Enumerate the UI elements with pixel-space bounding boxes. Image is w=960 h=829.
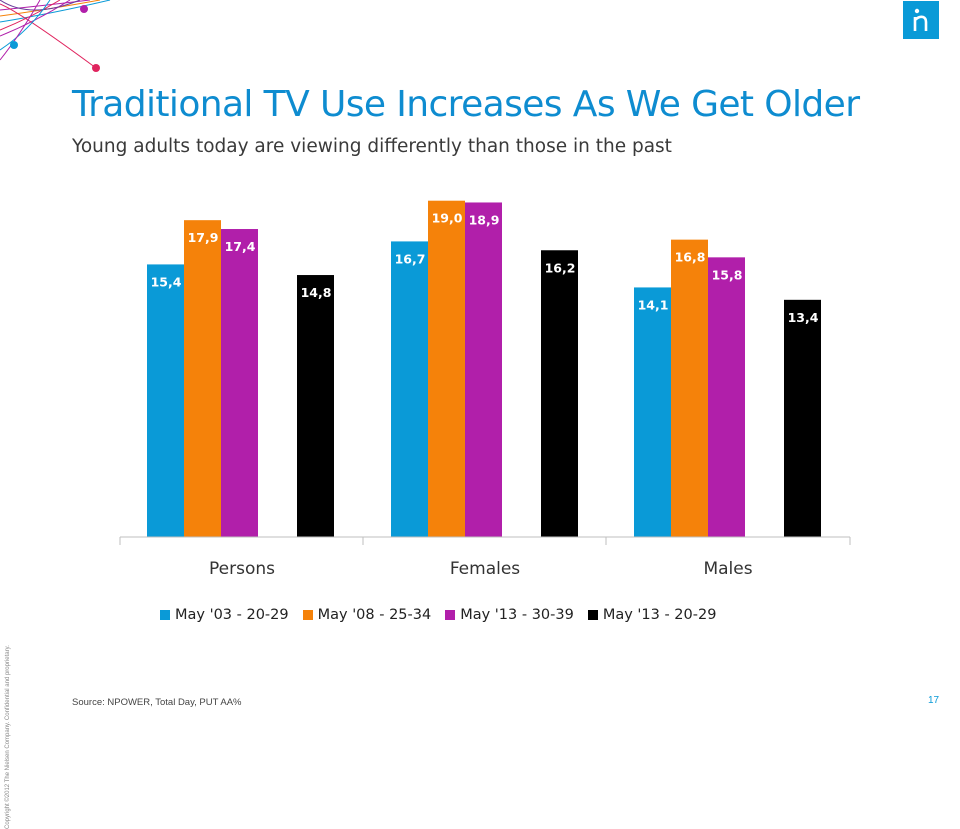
legend-swatch-1	[302, 610, 313, 620]
data-label-1-0: 16,7	[395, 251, 426, 266]
page-number: 17	[928, 695, 940, 706]
category-label-1: Females	[450, 559, 520, 579]
chart-legend: May '03 - 20-29 May '08 - 25-34 May '13 - …	[160, 607, 730, 623]
source-note: Source: NPOWER, Total Day, PUT AA%	[72, 697, 242, 708]
bar-2-2	[708, 257, 745, 537]
data-label-1-1: 19,0	[432, 211, 463, 226]
bar-2-0	[634, 287, 671, 537]
legend-item-0: May '03 - 20-29	[160, 607, 289, 623]
deco-dot-blue	[10, 41, 18, 49]
data-label-0-3: 14,8	[301, 285, 332, 300]
data-label-2-3: 13,4	[788, 310, 819, 325]
legend-swatch-2	[445, 610, 456, 620]
bar-0-0	[147, 264, 184, 537]
legend-label-3: May '13 - 20-29	[602, 607, 717, 623]
bar-chart: 15,4 16,7 14,1 17,9 19,0 16,8 17,4 18,9 15,8 14,8…	[119, 200, 851, 579]
legend-label-1: May '08 - 25-34	[317, 607, 432, 623]
category-label-0: Persons	[209, 559, 275, 579]
bar-0-3	[297, 275, 334, 537]
left-strip	[0, 0, 12, 720]
bar-1-1	[428, 200, 465, 537]
bar-0-2	[221, 229, 258, 537]
data-label-1-3: 16,2	[545, 260, 576, 275]
data-label-0-0: 15,4	[151, 274, 182, 289]
data-label-1-2: 18,9	[469, 212, 500, 227]
slide-title: Traditional TV Use Increases As We Get O…	[72, 84, 860, 125]
data-label-2-2: 15,8	[712, 267, 743, 282]
legend-swatch-0	[160, 610, 170, 620]
legend-item-2: May '13 - 30-39	[445, 607, 574, 623]
legend-item-3: May '13 - 20-29	[587, 607, 717, 623]
legend-swatch-3	[587, 610, 598, 620]
bar-2-3	[784, 299, 821, 537]
deco-dot-red	[92, 64, 100, 72]
bar-1-2	[465, 202, 502, 537]
nielsen-logo	[903, 1, 939, 39]
data-label-2-1: 16,8	[675, 250, 706, 265]
legend-label-2: May '13 - 30-39	[460, 607, 574, 623]
bar-1-3	[541, 250, 578, 537]
bar-0-1	[184, 220, 221, 538]
bar-2-1	[671, 239, 708, 537]
logo-n-icon	[913, 8, 928, 31]
category-label-2: Males	[703, 559, 752, 579]
data-label-0-1: 17,9	[188, 230, 219, 245]
legend-item-1: May '08 - 25-34	[302, 607, 432, 623]
bar-1-0	[391, 241, 428, 537]
data-label-2-0: 14,1	[638, 297, 669, 312]
deco-dot-purple	[80, 5, 88, 13]
slide-subtitle: Young adults today are viewing different…	[72, 136, 672, 157]
data-label-0-2: 17,4	[225, 239, 256, 254]
decorative-arcs	[0, 0, 111, 72]
legend-label-0: May '03 - 20-29	[175, 607, 289, 623]
